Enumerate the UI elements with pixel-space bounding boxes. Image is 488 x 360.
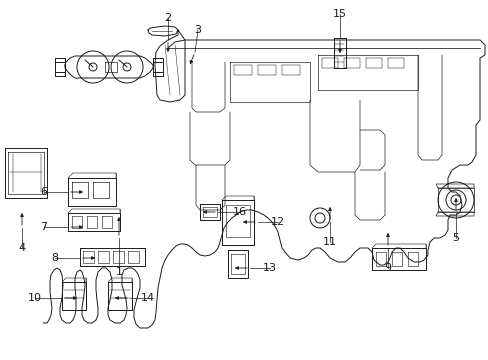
Text: 7: 7 bbox=[41, 222, 47, 232]
Text: 16: 16 bbox=[232, 207, 246, 217]
Text: 1: 1 bbox=[115, 267, 122, 277]
Text: 15: 15 bbox=[332, 9, 346, 19]
Text: 5: 5 bbox=[451, 233, 459, 243]
Text: 14: 14 bbox=[141, 293, 155, 303]
Text: 2: 2 bbox=[164, 13, 171, 23]
Text: 3: 3 bbox=[194, 25, 201, 35]
Text: 6: 6 bbox=[41, 187, 47, 197]
Text: 11: 11 bbox=[323, 237, 336, 247]
Text: 9: 9 bbox=[384, 263, 391, 273]
Text: 8: 8 bbox=[51, 253, 59, 263]
Text: 13: 13 bbox=[263, 263, 276, 273]
Text: 10: 10 bbox=[28, 293, 42, 303]
Text: 4: 4 bbox=[19, 243, 25, 253]
Text: 12: 12 bbox=[270, 217, 285, 227]
